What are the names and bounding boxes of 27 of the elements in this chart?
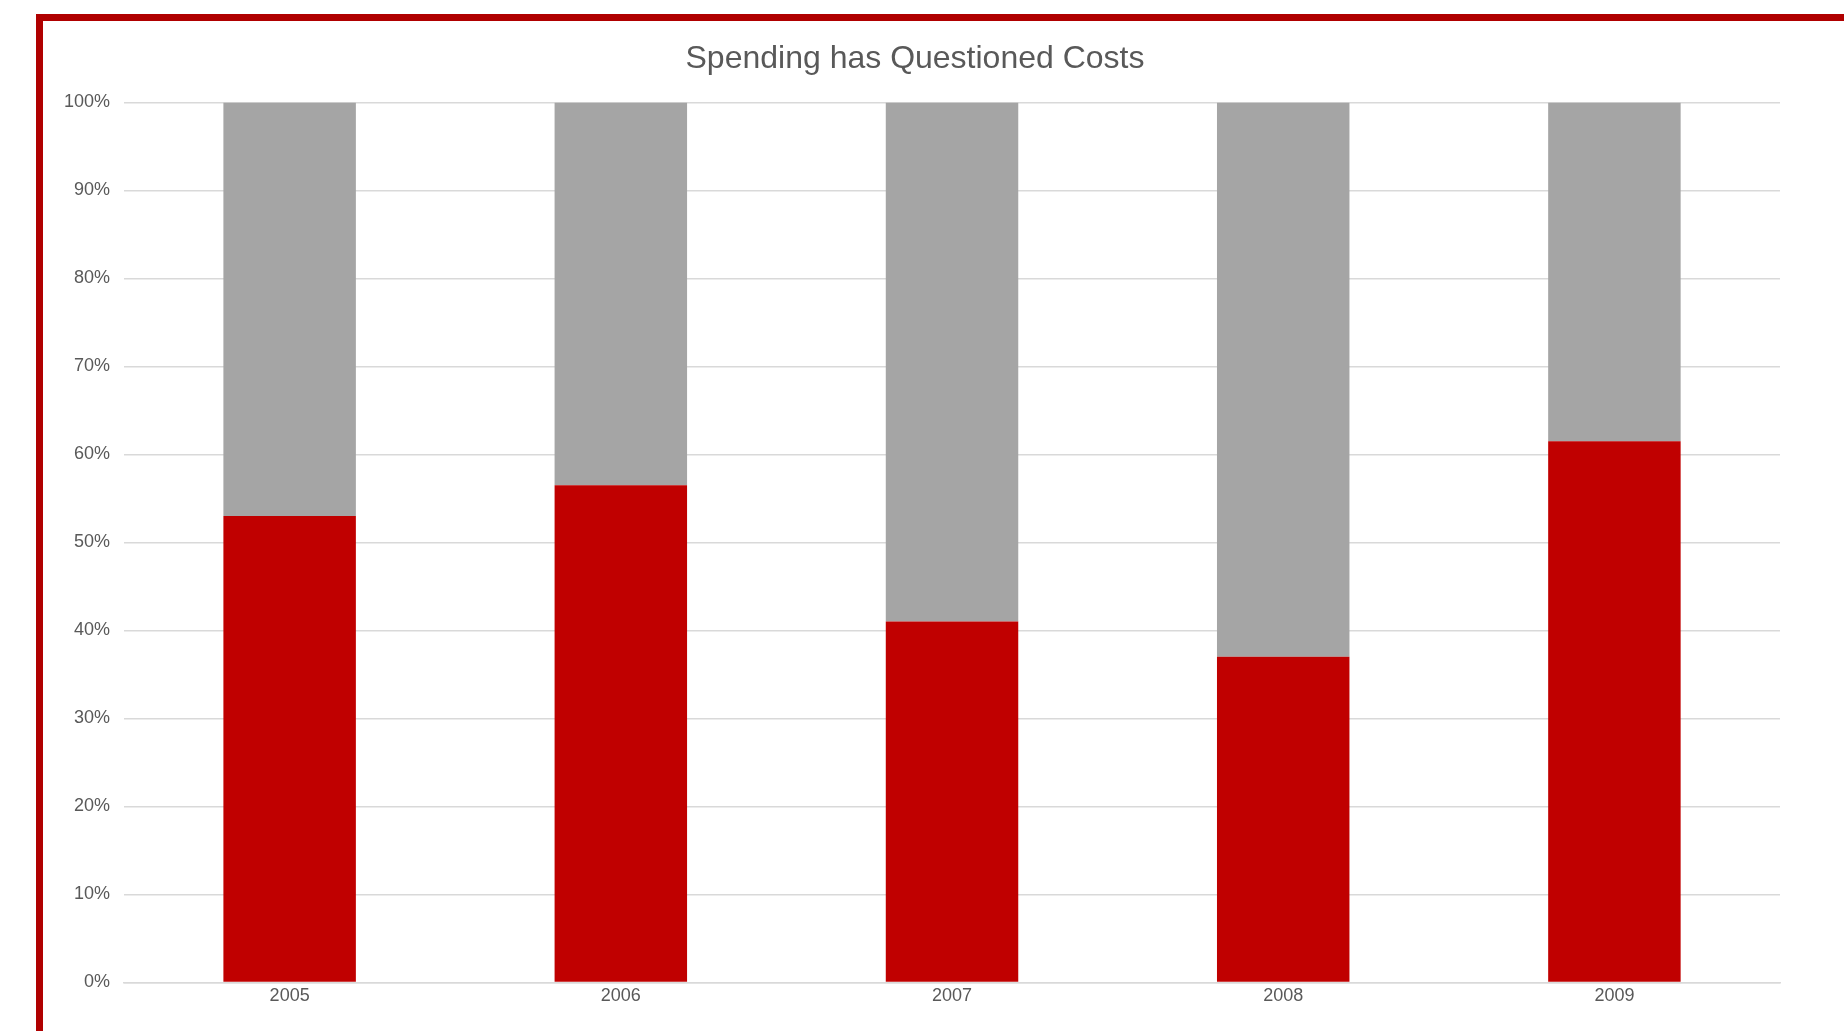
chart-title: Spending has Questioned Costs <box>685 39 1145 76</box>
bar <box>223 516 356 982</box>
bar <box>885 102 1019 622</box>
x-tick-label: 2009 <box>1594 985 1635 1006</box>
bar <box>554 102 688 486</box>
x-tick-label: 2007 <box>932 985 973 1006</box>
x-tick-label: 2005 <box>269 985 310 1006</box>
y-tick-label: 0% <box>84 971 111 992</box>
bar <box>1216 102 1350 657</box>
y-tick-label: 40% <box>74 619 111 640</box>
bar <box>885 621 1019 982</box>
y-tick-label: 90% <box>74 179 111 200</box>
y-tick-label: 20% <box>74 795 111 816</box>
bar <box>1216 656 1350 982</box>
bar <box>1548 441 1681 982</box>
y-tick-label: 10% <box>74 883 111 904</box>
bar <box>554 485 688 982</box>
bar <box>1548 102 1681 442</box>
y-tick-label: 70% <box>74 355 111 376</box>
x-tick-label: 2008 <box>1263 985 1304 1006</box>
y-tick-label: 100% <box>63 91 111 112</box>
y-tick-label: 30% <box>74 707 111 728</box>
x-tick-label: 2006 <box>600 985 641 1006</box>
y-tick-label: 50% <box>74 531 111 552</box>
bar <box>223 102 356 516</box>
y-tick-label: 80% <box>74 267 111 288</box>
y-tick-label: 60% <box>74 443 111 464</box>
